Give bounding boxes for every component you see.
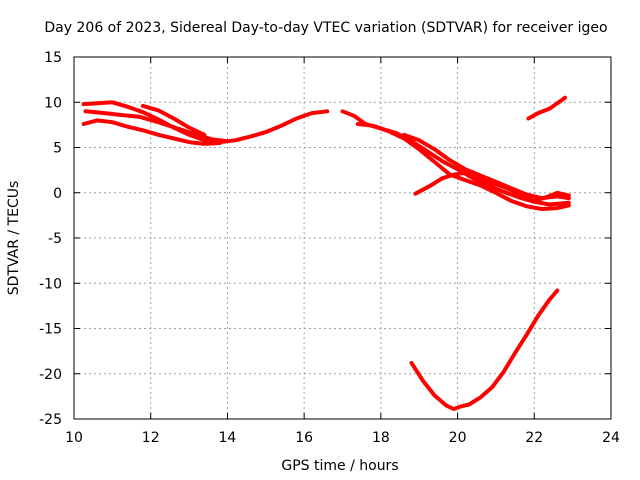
series-line-arc-10: [409, 288, 560, 411]
y-tick-label: 0: [53, 186, 62, 202]
y-tick-label: 5: [53, 141, 62, 157]
plot-frame: [73, 56, 612, 420]
series-line-arc-1: [81, 100, 330, 145]
y-tick-label: -10: [39, 276, 62, 292]
series-line-arc-2: [81, 118, 222, 146]
data-series: [81, 95, 571, 411]
series-line-arc-6: [355, 122, 571, 211]
x-tick-labels: 10 12 14 16 18 20 22 24: [65, 430, 620, 446]
y-tick-label: 10: [44, 95, 62, 111]
series-line-arc-9: [526, 95, 567, 121]
series-line-arc-4: [141, 103, 207, 137]
y-tick-label: 15: [44, 50, 62, 66]
y-tick-label: -25: [39, 412, 62, 428]
x-tick-label: 24: [602, 430, 620, 446]
x-tick-label: 16: [295, 430, 313, 446]
x-tick-label: 12: [142, 430, 160, 446]
y-tick-label: -20: [39, 367, 62, 383]
x-tick-label: 10: [65, 430, 83, 446]
y-tick-labels: 15 10 5 0 -5 -10 -15 -20 -25: [39, 50, 62, 428]
series-line-arc-8: [413, 170, 571, 203]
x-tick-label: 18: [372, 430, 390, 446]
x-tick-label: 20: [449, 430, 467, 446]
chart-title: Day 206 of 2023, Sidereal Day-to-day VTE…: [44, 20, 607, 36]
x-tick-label: 14: [219, 430, 237, 446]
series-line-arc-3: [83, 109, 230, 144]
x-axis-label: GPS time / hours: [281, 458, 398, 474]
x-tick-label: 22: [525, 430, 543, 446]
y-axis-label: SDTVAR / TECUs: [6, 181, 22, 296]
y-tick-label: -15: [39, 322, 62, 338]
y-tick-label: -5: [48, 231, 62, 247]
